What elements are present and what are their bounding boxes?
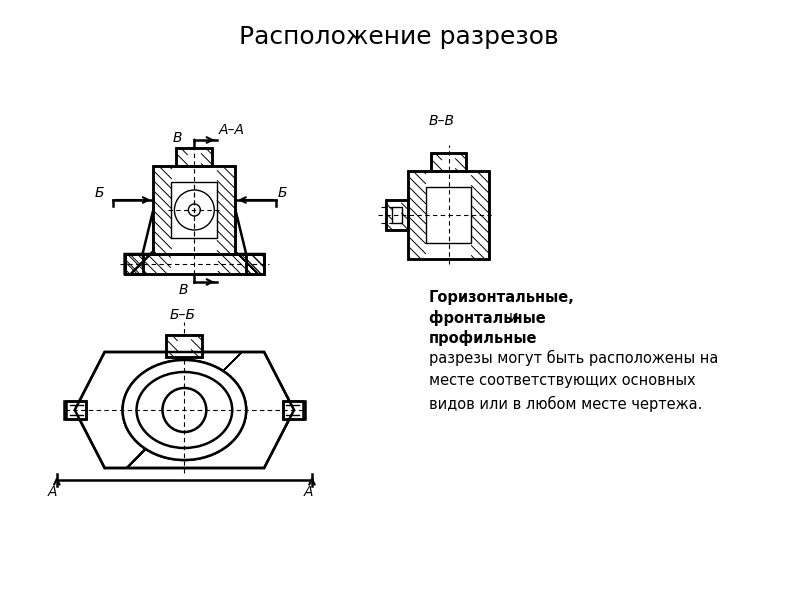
- Polygon shape: [235, 209, 264, 274]
- Text: Горизонтальные,: Горизонтальные,: [429, 290, 574, 305]
- Text: разрезы могут быть расположены на
месте соответствующих основных
видов или в люб: разрезы могут быть расположены на месте …: [429, 350, 718, 412]
- Text: профильные: профильные: [429, 330, 537, 346]
- Polygon shape: [426, 187, 471, 243]
- Ellipse shape: [188, 204, 200, 216]
- Polygon shape: [386, 200, 408, 230]
- Polygon shape: [125, 254, 142, 274]
- Ellipse shape: [137, 372, 232, 448]
- Polygon shape: [74, 352, 294, 468]
- Text: Б: Б: [94, 186, 104, 200]
- Text: В–В: В–В: [429, 114, 454, 128]
- Text: А–А: А–А: [218, 123, 244, 137]
- Ellipse shape: [122, 360, 246, 460]
- Polygon shape: [408, 171, 490, 259]
- Polygon shape: [154, 166, 235, 254]
- Text: А: А: [304, 485, 314, 499]
- Polygon shape: [125, 209, 154, 274]
- Polygon shape: [283, 401, 305, 419]
- Text: фронтальные: фронтальные: [429, 310, 550, 326]
- Polygon shape: [64, 401, 86, 419]
- Text: В: В: [178, 283, 188, 297]
- Ellipse shape: [122, 360, 246, 460]
- Text: А: А: [48, 485, 58, 499]
- Polygon shape: [430, 153, 466, 171]
- Ellipse shape: [174, 190, 214, 230]
- Text: Расположение разрезов: Расположение разрезов: [239, 25, 558, 49]
- Polygon shape: [392, 207, 402, 223]
- Polygon shape: [246, 254, 264, 274]
- Text: Б–Б: Б–Б: [170, 308, 195, 322]
- Text: В: В: [173, 131, 182, 145]
- Polygon shape: [125, 254, 264, 274]
- Text: и: и: [508, 310, 518, 325]
- Text: Б: Б: [278, 186, 287, 200]
- Polygon shape: [171, 182, 218, 238]
- Ellipse shape: [162, 388, 206, 432]
- Polygon shape: [177, 148, 212, 166]
- Polygon shape: [166, 335, 202, 357]
